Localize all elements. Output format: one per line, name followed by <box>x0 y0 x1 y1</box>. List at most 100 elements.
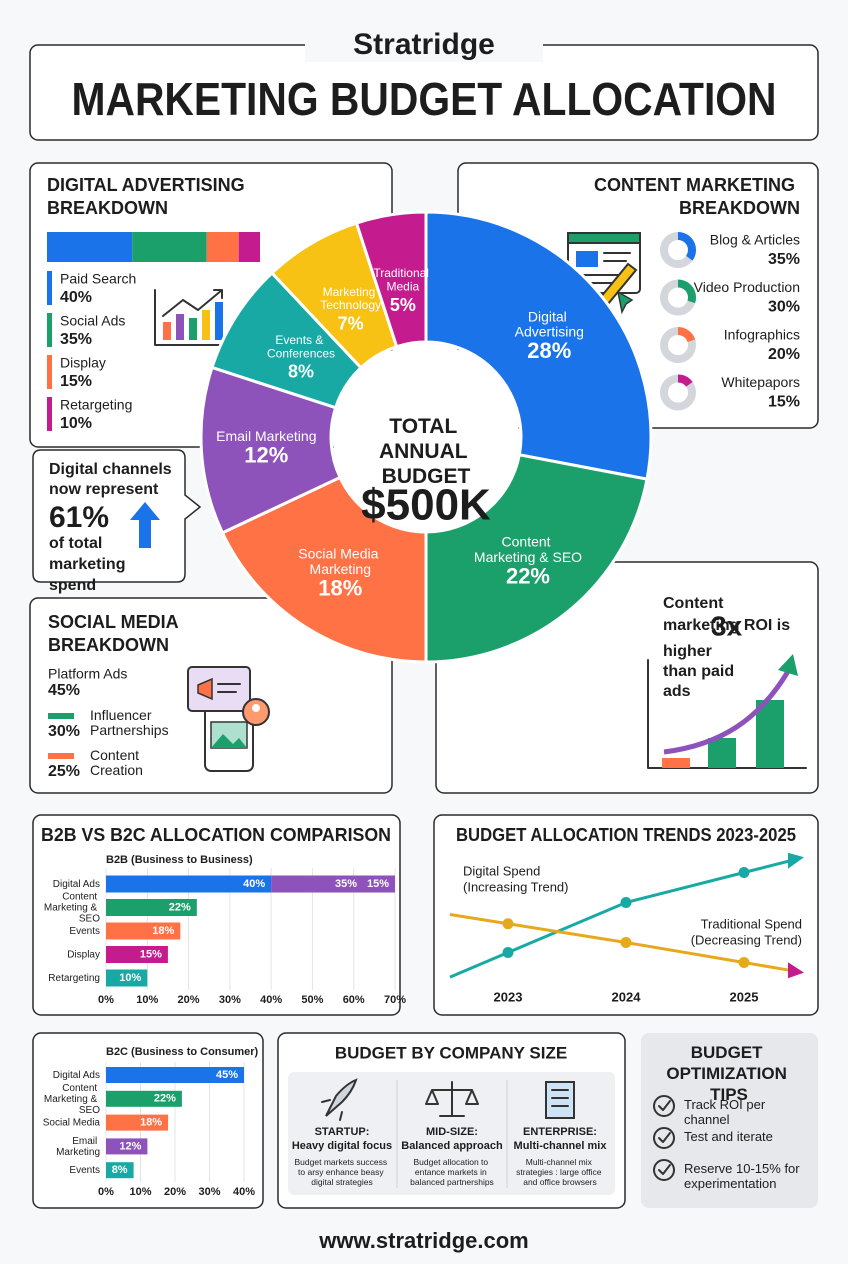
x-tick-label: 10% <box>136 994 158 1006</box>
segment-label: Email Marketing <box>216 428 316 444</box>
y-tick-label: Retargeting <box>48 973 100 984</box>
y-tick-label: Digital Ads <box>53 879 100 890</box>
trend-point <box>620 897 632 908</box>
list-label: Platform Ads <box>48 666 127 682</box>
legend-swatch <box>47 355 52 389</box>
column-focus: Balanced approach <box>401 1140 503 1152</box>
chart-subtitle: B2C (Business to Consumer) <box>106 1046 259 1058</box>
callout-text: Digital channels now represent <box>49 461 176 498</box>
y-tick-label: Events <box>69 926 100 937</box>
bar <box>106 969 148 987</box>
legend-swatch <box>47 397 52 431</box>
segment-value: 8% <box>288 362 314 382</box>
legend-label: Social Ads <box>60 313 125 329</box>
chart-title: B2B VS B2C ALLOCATION COMPARISON <box>41 825 391 845</box>
bar <box>106 946 168 963</box>
value-label: 15% <box>140 948 162 960</box>
y-tick-label: Display <box>67 949 100 960</box>
check-icons <box>653 1095 675 1181</box>
value-label: 30% <box>48 723 80 740</box>
value-label: 15% <box>60 373 92 390</box>
y-tick-label: Events <box>69 1165 100 1176</box>
trend-point <box>620 937 632 948</box>
trend-arrowhead <box>788 962 804 979</box>
value-label: 10% <box>119 972 141 984</box>
donut-segment <box>424 453 649 664</box>
legend-swatch <box>48 753 74 759</box>
callout-value: 61% <box>49 501 109 534</box>
value-label: 22% <box>169 901 191 913</box>
segment-value: 28% <box>527 338 571 363</box>
column-text: Budget markets success to arsy enhance b… <box>295 1157 390 1187</box>
value-label: 30% <box>768 299 800 316</box>
donut-segment <box>424 210 653 481</box>
segment-label: Traditional Media <box>373 266 432 293</box>
ring-label: Infographics <box>724 327 800 343</box>
tip: Reserve 10-15% for experimentation <box>684 1161 803 1191</box>
y-tick-label: Email Marketing <box>56 1136 100 1158</box>
value-label: 8% <box>112 1164 128 1176</box>
trend-extension <box>449 951 509 979</box>
donut-segment <box>199 365 343 535</box>
value-label: 10% <box>60 415 92 432</box>
ring-value <box>660 232 696 268</box>
value-label: 18% <box>140 1117 162 1129</box>
value-label: 15% <box>768 394 800 411</box>
chart-subtitle: B2B (Business to Business) <box>106 854 253 866</box>
legend-swatch <box>48 713 74 719</box>
bar <box>271 875 395 893</box>
company-inner <box>288 1072 615 1195</box>
ring-label: Blog & Articles <box>710 232 800 248</box>
value-label: 40% <box>243 878 265 890</box>
callout-text: Content marketing ROI is <box>663 595 790 634</box>
value-label: 40% <box>60 289 92 306</box>
donut-segment <box>354 210 428 349</box>
bar <box>106 899 197 916</box>
trend-point <box>738 867 750 878</box>
value-label: 20% <box>768 346 800 363</box>
legend-label: Display <box>60 355 106 371</box>
b2b-panel <box>32 814 401 1016</box>
trend-extension <box>449 913 509 926</box>
tip: Track ROI per channel <box>684 1097 769 1127</box>
phone-icon <box>187 666 270 772</box>
bar <box>106 1090 182 1107</box>
series-note: (Decreasing Trend) <box>691 932 802 947</box>
x-tick-label: 40% <box>260 994 282 1006</box>
ring-value <box>660 327 696 363</box>
trend-point <box>502 918 514 930</box>
x-tick-label: 0% <box>98 1186 114 1198</box>
donut-hole <box>333 344 519 530</box>
chart-title: BUDGET ALLOCATION TRENDS 2023-2025 <box>456 825 796 845</box>
legend-label: Paid Search <box>60 271 136 287</box>
column-focus: Multi-channel mix <box>514 1140 608 1152</box>
scale-icon <box>425 1081 479 1117</box>
column-focus: Heavy digital focus <box>292 1140 392 1152</box>
ring-label: Whitepapors <box>721 374 800 390</box>
x-tick-label: 0% <box>98 994 114 1006</box>
building-icon <box>545 1081 575 1119</box>
brand: Stratridge <box>353 28 495 61</box>
series-note: (Increasing Trend) <box>463 879 569 894</box>
trend-point <box>738 957 750 968</box>
y-tick-label: Digital Ads <box>53 1070 100 1081</box>
column-label: ENTERPRISE: <box>523 1126 597 1138</box>
ring-label: Video Production <box>694 279 800 295</box>
brand-backdrop <box>305 28 543 62</box>
segment-label: Digital Advertising <box>515 308 584 339</box>
segment-value: 12% <box>244 443 288 468</box>
donut-segment <box>220 475 428 664</box>
ring-value <box>660 279 696 316</box>
panel-title: DIGITAL ADVERTISING BREAKDOWN <box>47 175 250 218</box>
list-label: Influencer Partnerships <box>90 707 169 738</box>
series-name: Traditional Spend <box>701 916 802 931</box>
center-title: TOTAL ANNUAL BUDGET <box>379 415 473 488</box>
footer-url: www.stratridge.com <box>318 1228 528 1253</box>
ring-value <box>660 374 696 411</box>
trend-extension <box>743 859 791 874</box>
panel-title: CONTENT MARKETING BREAKDOWN <box>594 175 800 218</box>
tip: Test and iterate <box>684 1129 773 1144</box>
bar <box>106 1114 169 1131</box>
